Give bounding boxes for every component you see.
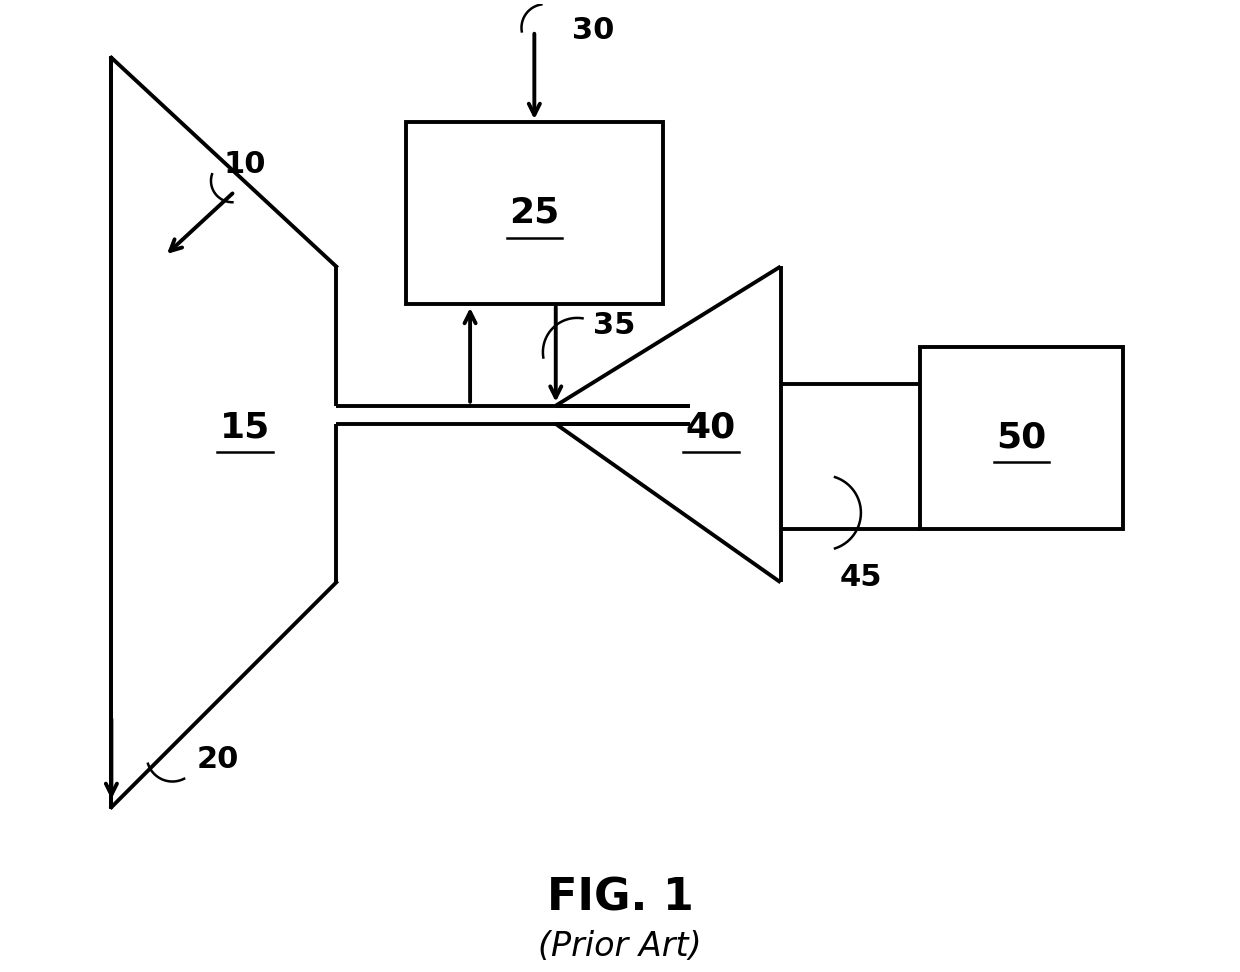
Bar	[405, 122, 663, 304]
Text: 45: 45	[839, 563, 882, 592]
Bar	[920, 347, 1123, 529]
Text: 25: 25	[510, 196, 559, 230]
Text: FIG. 1: FIG. 1	[547, 877, 693, 920]
Text: 50: 50	[997, 421, 1047, 455]
Text: 10: 10	[224, 151, 267, 179]
Text: 30: 30	[572, 17, 614, 46]
Text: 40: 40	[686, 410, 737, 444]
Text: (Prior Art): (Prior Art)	[538, 930, 702, 963]
Text: 35: 35	[593, 311, 636, 340]
Text: 15: 15	[221, 410, 270, 444]
Text: 20: 20	[197, 745, 239, 774]
